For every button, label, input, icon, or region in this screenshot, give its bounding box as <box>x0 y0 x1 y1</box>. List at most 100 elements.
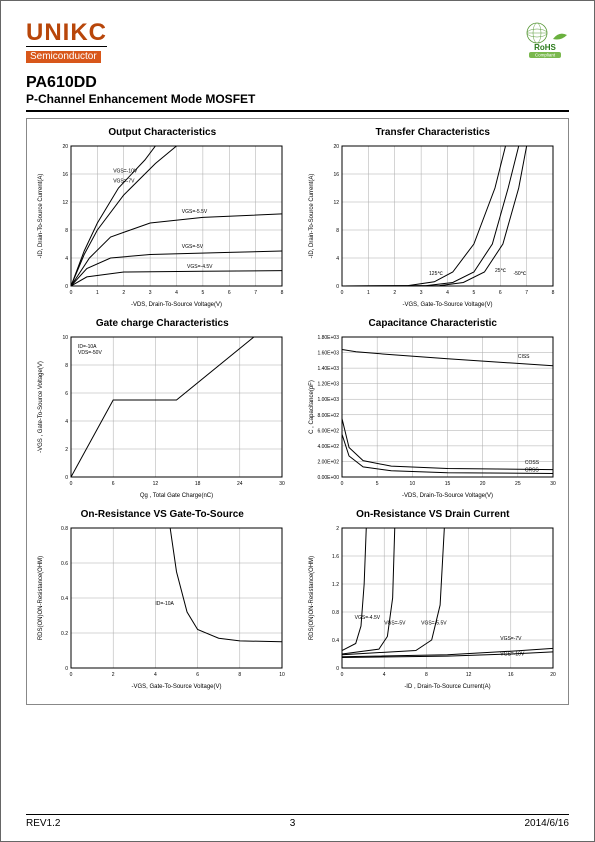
svg-text:0: 0 <box>70 672 73 678</box>
svg-text:0: 0 <box>65 666 68 672</box>
svg-text:0.4: 0.4 <box>61 596 68 602</box>
svg-text:-VDS, Drain-To-Source Voltage(: -VDS, Drain-To-Source Voltage(V) <box>131 302 222 308</box>
svg-text:Compliant: Compliant <box>535 53 556 58</box>
chart-gatecharge: Gate charge Characteristics 061218243002… <box>33 318 292 503</box>
svg-text:8: 8 <box>425 672 428 678</box>
svg-text:12: 12 <box>333 200 339 206</box>
svg-text:-ID, Drain-To-Source Current(A: -ID, Drain-To-Source Current(A) <box>309 174 315 259</box>
svg-text:4: 4 <box>175 290 178 296</box>
svg-text:12: 12 <box>465 672 471 678</box>
svg-text:RoHS: RoHS <box>534 43 556 52</box>
svg-text:16: 16 <box>333 172 339 178</box>
svg-text:0.4: 0.4 <box>332 638 339 644</box>
svg-text:7: 7 <box>254 290 257 296</box>
svg-text:3: 3 <box>149 290 152 296</box>
svg-text:1.6: 1.6 <box>332 554 339 560</box>
svg-text:10: 10 <box>279 672 285 678</box>
svg-text:12: 12 <box>62 200 68 206</box>
svg-text:5: 5 <box>375 481 378 487</box>
svg-text:C , Capacitance(pF): C , Capacitance(pF) <box>309 380 315 434</box>
svg-text:16: 16 <box>62 172 68 178</box>
svg-text:2: 2 <box>65 447 68 453</box>
header: UNIKC Semiconductor RoHS Compliant <box>26 21 569 64</box>
svg-text:VGS=-5V: VGS=-5V <box>384 621 406 627</box>
svg-text:6: 6 <box>112 481 115 487</box>
svg-text:7: 7 <box>525 290 528 296</box>
svg-text:VDS=-50V: VDS=-50V <box>78 350 102 356</box>
svg-text:-ID, Drain-To-Source Current(A: -ID, Drain-To-Source Current(A) <box>38 174 44 259</box>
svg-text:6.00E+02: 6.00E+02 <box>317 428 339 434</box>
footer: REV1.2 3 2014/6/16 <box>26 814 569 829</box>
svg-text:0.8: 0.8 <box>332 610 339 616</box>
chart-capacitance: Capacitance Characteristic 0510152025300… <box>304 318 563 503</box>
svg-text:-VDS, Drain-To-Source Voltage(: -VDS, Drain-To-Source Voltage(V) <box>401 493 492 499</box>
chart-title: Capacitance Characteristic <box>304 318 563 329</box>
chart-ron-id: On-Resistance VS Drain Current 048121620… <box>304 509 563 694</box>
svg-text:0: 0 <box>70 481 73 487</box>
svg-text:4: 4 <box>336 256 339 262</box>
chart-title: Gate charge Characteristics <box>33 318 292 329</box>
chart-title: Transfer Characteristics <box>304 127 563 138</box>
part-description: P-Channel Enhancement Mode MOSFET <box>26 92 569 106</box>
svg-text:20: 20 <box>333 144 339 150</box>
svg-text:4: 4 <box>446 290 449 296</box>
svg-text:1: 1 <box>96 290 99 296</box>
svg-text:20: 20 <box>550 672 556 678</box>
svg-text:1.20E+03: 1.20E+03 <box>317 382 339 388</box>
svg-text:4: 4 <box>154 672 157 678</box>
svg-text:Qg , Total Gate Charge(nC): Qg , Total Gate Charge(nC) <box>140 493 213 499</box>
svg-text:6: 6 <box>228 290 231 296</box>
svg-text:CISS: CISS <box>517 354 529 360</box>
svg-text:25℃: 25℃ <box>494 268 506 274</box>
logo-main-text: UNIKC <box>26 21 107 47</box>
datasheet-page: UNIKC Semiconductor RoHS Compliant PA610… <box>0 0 595 842</box>
svg-text:0.2: 0.2 <box>61 631 68 637</box>
footer-date: 2014/6/16 <box>525 818 570 829</box>
svg-text:8: 8 <box>65 228 68 234</box>
svg-text:ID=-10A: ID=-10A <box>155 601 174 607</box>
svg-text:0: 0 <box>340 481 343 487</box>
svg-text:VGS=-10V: VGS=-10V <box>500 651 525 657</box>
svg-text:0.8: 0.8 <box>61 526 68 532</box>
svg-text:0.6: 0.6 <box>61 561 68 567</box>
svg-text:-ID , Drain-To-Source Current(: -ID , Drain-To-Source Current(A) <box>404 684 490 690</box>
svg-text:4.00E+02: 4.00E+02 <box>317 444 339 450</box>
chart-title: On-Resistance VS Drain Current <box>304 509 563 520</box>
svg-text:2.00E+02: 2.00E+02 <box>317 459 339 465</box>
svg-text:2: 2 <box>393 290 396 296</box>
svg-text:VGS=-5.5V: VGS=-5.5V <box>421 621 447 627</box>
svg-text:VGS=-7V: VGS=-7V <box>500 636 522 642</box>
svg-text:-50℃: -50℃ <box>513 271 526 277</box>
svg-text:RDS(ON)ON-Resistance(OHM): RDS(ON)ON-Resistance(OHM) <box>38 556 44 640</box>
footer-page: 3 <box>290 818 296 829</box>
svg-text:8: 8 <box>551 290 554 296</box>
svg-text:0: 0 <box>336 284 339 290</box>
part-number: PA610DD <box>26 74 569 92</box>
footer-rev: REV1.2 <box>26 818 60 829</box>
svg-text:1.60E+03: 1.60E+03 <box>317 351 339 357</box>
svg-text:8: 8 <box>281 290 284 296</box>
svg-text:20: 20 <box>479 481 485 487</box>
svg-text:COSS: COSS <box>524 460 539 466</box>
svg-text:10: 10 <box>409 481 415 487</box>
svg-text:8: 8 <box>65 363 68 369</box>
svg-text:15: 15 <box>444 481 450 487</box>
svg-text:20: 20 <box>62 144 68 150</box>
svg-text:-VGS, Gate-To-Source Voltage(V: -VGS, Gate-To-Source Voltage(V) <box>131 684 221 690</box>
company-logo: UNIKC Semiconductor <box>26 21 107 63</box>
svg-text:-VGS, Gate-To-Source Voltage(V: -VGS, Gate-To-Source Voltage(V) <box>402 302 492 308</box>
svg-text:8: 8 <box>336 228 339 234</box>
svg-text:VGS=-4.5V: VGS=-4.5V <box>354 615 380 621</box>
svg-text:RDS(ON)ON-Resistance(OHM): RDS(ON)ON-Resistance(OHM) <box>309 556 315 640</box>
svg-text:1.40E+03: 1.40E+03 <box>317 366 339 372</box>
title-block: PA610DD P-Channel Enhancement Mode MOSFE… <box>26 74 569 112</box>
logo-sub-text: Semiconductor <box>26 51 101 63</box>
svg-text:25: 25 <box>515 481 521 487</box>
charts-container: Output Characteristics 01234567804812162… <box>26 118 569 705</box>
svg-text:4: 4 <box>65 419 68 425</box>
svg-text:CRSS: CRSS <box>524 468 539 474</box>
svg-text:5: 5 <box>472 290 475 296</box>
chart-transfer: Transfer Characteristics 012345678048121… <box>304 127 563 312</box>
svg-text:VGS=-7V: VGS=-7V <box>113 178 135 184</box>
svg-text:1.80E+03: 1.80E+03 <box>317 335 339 341</box>
